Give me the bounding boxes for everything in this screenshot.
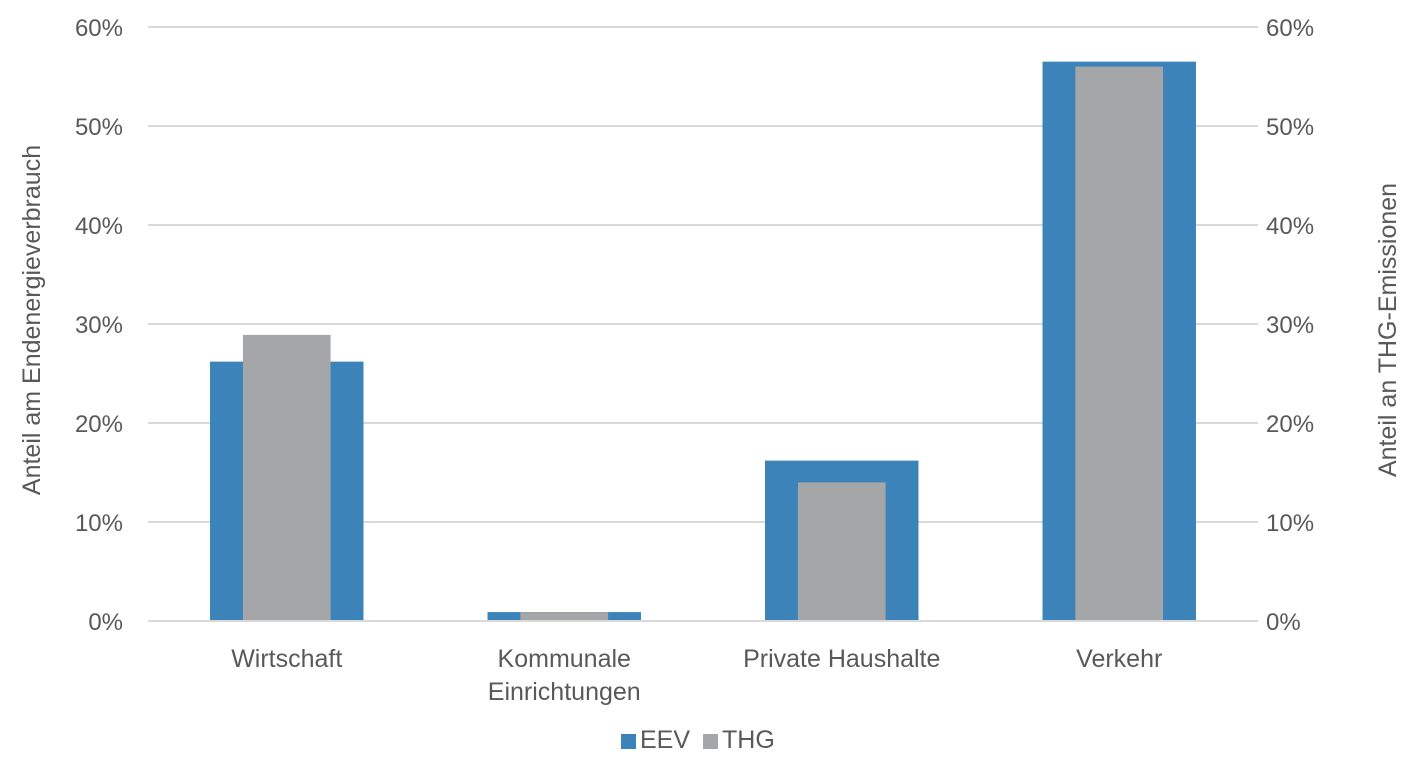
x-category-label: Kommunale <box>498 645 631 673</box>
bar-thg <box>1075 66 1164 622</box>
y-tick-label: 0% <box>88 609 123 636</box>
y-tick-label: 20% <box>75 411 123 438</box>
x-category-label: Private Haushalte <box>743 645 940 673</box>
bar-thg <box>242 334 331 621</box>
y2-tick-label: 20% <box>1266 411 1314 438</box>
y2-tick-label: 50% <box>1266 114 1314 141</box>
x-category-label: Verkehr <box>1076 645 1162 673</box>
y2-tick-label: 0% <box>1266 609 1301 636</box>
y-tick-label: 40% <box>75 213 123 240</box>
y-tick-label: 10% <box>75 510 123 537</box>
y-tick-label: 50% <box>75 114 123 141</box>
y-axis-title: Anteil am Endenergieverbrauch <box>18 145 46 495</box>
y2-axis-title: Anteil an THG-Emissionen <box>1374 183 1402 477</box>
legend-label: THG <box>722 726 775 754</box>
y2-tick-label: 10% <box>1266 510 1314 537</box>
legend-swatch <box>621 734 636 749</box>
legend-swatch <box>703 734 719 749</box>
x-category-label: Einrichtungen <box>488 678 641 706</box>
bars <box>210 61 1196 622</box>
y2-tick-label: 40% <box>1266 213 1314 240</box>
axes: 0% 0% 10% 10% 20% 20% 30% 30% 40% 40% 50% 50% 60% 60%… <box>75 15 1314 706</box>
bar-thg <box>520 612 609 621</box>
y2-tick-label: 60% <box>1266 15 1314 42</box>
y-tick-label: 30% <box>75 312 123 339</box>
legend-label: EEV <box>640 726 690 754</box>
y-tick-label: 60% <box>75 15 123 42</box>
legend: EEV THG <box>621 726 775 754</box>
y2-tick-label: 30% <box>1266 312 1314 339</box>
bar-thg <box>797 482 886 621</box>
x-category-label: Wirtschaft <box>231 645 342 673</box>
